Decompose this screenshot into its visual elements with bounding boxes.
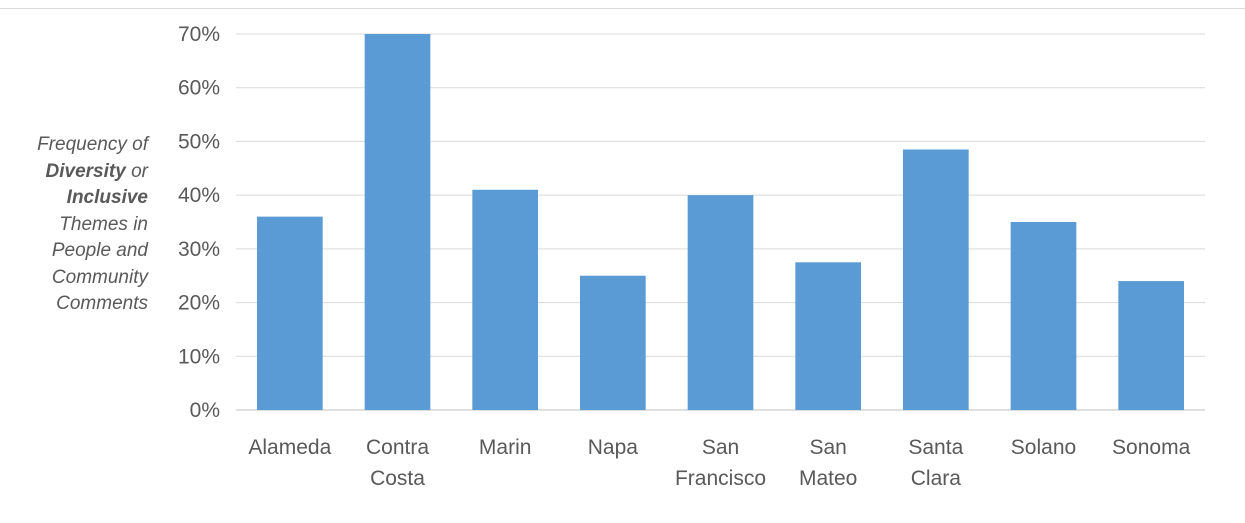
x-category-label: Santa Clara bbox=[908, 436, 963, 490]
y-axis-label-text: or bbox=[125, 160, 148, 182]
y-axis-label-line: Themes in bbox=[0, 212, 148, 239]
top-border bbox=[0, 8, 1245, 9]
bar bbox=[364, 34, 431, 410]
y-axis-label-line: Frequency of bbox=[0, 132, 148, 159]
x-category-label-line: San bbox=[809, 436, 846, 459]
bar bbox=[687, 195, 754, 410]
x-category-label-line: Mateo bbox=[799, 467, 857, 490]
x-category-label: Napa bbox=[588, 436, 639, 459]
x-category-label: Solano bbox=[1011, 436, 1076, 459]
x-category-label-line: Sonoma bbox=[1112, 436, 1191, 459]
bar bbox=[795, 262, 862, 410]
y-axis-label-text: Diversity bbox=[45, 160, 126, 182]
x-category-label-line: Santa bbox=[908, 436, 963, 459]
y-tick-label: 50% bbox=[178, 130, 220, 153]
bars bbox=[256, 34, 1185, 410]
bar bbox=[1010, 222, 1077, 410]
y-axis-label-text: Inclusive bbox=[66, 187, 148, 208]
x-category-label: Sonoma bbox=[1112, 436, 1191, 459]
y-axis-label: Frequency of Diversity or Inclusive Themes … bbox=[0, 132, 148, 318]
x-category-label: San Mateo bbox=[799, 436, 857, 490]
y-tick-label: 40% bbox=[178, 184, 220, 207]
y-axis-label-text: Frequency of bbox=[37, 134, 148, 155]
x-category-label: Marin bbox=[479, 436, 532, 459]
y-axis-label-text: People and bbox=[51, 240, 148, 261]
y-axis-label-line: People and bbox=[0, 238, 148, 265]
x-category-label-line: Solano bbox=[1011, 436, 1076, 459]
x-category-label-line: Napa bbox=[588, 436, 639, 459]
y-tick-label: 20% bbox=[178, 292, 220, 315]
y-axis-label-text: Themes in bbox=[59, 213, 148, 235]
y-axis-label-line: Community bbox=[0, 265, 148, 292]
x-category-label: Alameda bbox=[248, 436, 331, 459]
bar bbox=[902, 149, 969, 410]
y-tick-label: 10% bbox=[178, 345, 220, 368]
y-tick-label: 0% bbox=[190, 399, 220, 422]
y-tick-label: 60% bbox=[178, 77, 220, 100]
y-axis-label-line: Inclusive bbox=[0, 185, 148, 212]
y-tick-labels: 0% 10% 20% 30% 40% 50% 60% 70% bbox=[178, 23, 220, 422]
y-axis-label-line: Comments bbox=[0, 291, 148, 318]
bar bbox=[256, 216, 323, 410]
x-category-label-line: Alameda bbox=[248, 436, 331, 459]
y-axis-label-text: Community bbox=[51, 266, 148, 288]
y-axis-label-line: Diversity or bbox=[0, 159, 148, 186]
y-tick-label: 30% bbox=[178, 238, 220, 261]
y-axis-label-text: Comments bbox=[56, 293, 148, 314]
y-tick-label: 70% bbox=[178, 23, 220, 46]
x-category-label: San Francisco bbox=[675, 436, 766, 490]
x-category-label-line: Clara bbox=[911, 467, 962, 490]
x-category-label-line: Costa bbox=[370, 467, 425, 490]
x-category-label: Contra Costa bbox=[366, 436, 429, 490]
x-category-label-line: San bbox=[702, 436, 739, 459]
x-category-label-line: Francisco bbox=[675, 467, 766, 490]
bar bbox=[472, 189, 539, 410]
x-category-label-line: Contra bbox=[366, 436, 429, 459]
bar bbox=[1118, 281, 1185, 410]
bar bbox=[579, 275, 646, 410]
x-category-label-line: Marin bbox=[479, 436, 532, 459]
